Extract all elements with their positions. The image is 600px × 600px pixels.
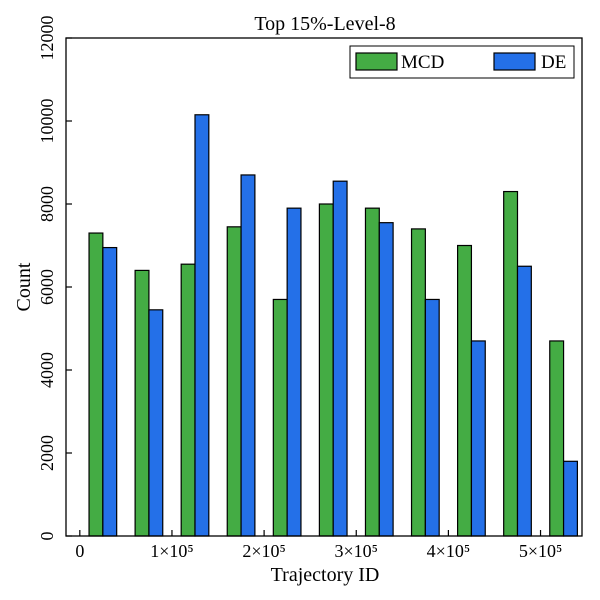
y-axis-label: Count <box>13 262 35 311</box>
y-tick-label-6: 10000 <box>37 99 57 144</box>
bar-de-7 <box>378 222 394 537</box>
plot-frame <box>65 37 583 537</box>
ticks-layer: 0 1×10⁵ 2×10⁵ 3×10⁵ 4×10⁵ 5×10⁵ 0 2000 4000 6000 8… <box>37 16 562 562</box>
bar-de-5 <box>286 207 302 537</box>
bar-de-9 <box>470 340 486 537</box>
y-tick-label-3: 4000 <box>37 352 57 388</box>
y-tick-label-2: 2000 <box>37 435 57 471</box>
bar-mcd-11 <box>549 340 565 537</box>
x-tick-label-1: 0 <box>75 541 84 561</box>
bar-mcd-1 <box>88 232 104 537</box>
x-tick-label-6: 5×10⁵ <box>519 541 562 561</box>
y-tick-label-4: 6000 <box>37 269 57 305</box>
bar-mcd-6 <box>318 203 334 537</box>
bar-mcd-7 <box>364 207 380 537</box>
bar-de-6 <box>332 180 348 537</box>
bar-de-2 <box>148 309 164 537</box>
x-tick-label-2: 1×10⁵ <box>150 541 193 561</box>
bars-layer <box>88 114 578 537</box>
x-tick-label-5: 4×10⁵ <box>427 541 470 561</box>
chart-title: Top 15%-Level-8 <box>254 13 395 35</box>
legend-label-de: DE <box>541 52 566 73</box>
bar-mcd-8 <box>410 228 426 537</box>
y-tick-label-7: 12000 <box>37 16 57 61</box>
legend: MCD DE <box>349 45 575 79</box>
legend-label-mcd: MCD <box>401 52 444 73</box>
bar-mcd-10 <box>503 190 519 537</box>
x-axis-label: Trajectory ID <box>271 564 380 586</box>
legend-swatch-mcd <box>355 52 398 71</box>
x-tick-label-3: 2×10⁵ <box>242 541 285 561</box>
bar-mcd-3 <box>180 263 196 537</box>
bar-mcd-5 <box>272 298 288 537</box>
y-tick-label-5: 8000 <box>37 186 57 222</box>
bar-de-1 <box>102 246 118 537</box>
legend-swatch-de <box>493 52 536 71</box>
bar-mcd-2 <box>134 269 150 537</box>
x-tick-label-4: 3×10⁵ <box>335 541 378 561</box>
bar-de-8 <box>424 298 440 537</box>
bar-mcd-9 <box>457 244 473 537</box>
bar-de-3 <box>194 114 210 537</box>
y-tick-label-1: 0 <box>37 532 57 541</box>
bar-mcd-4 <box>226 226 242 537</box>
bar-de-10 <box>516 265 532 537</box>
bar-de-11 <box>562 460 578 537</box>
bar-de-4 <box>240 174 256 537</box>
